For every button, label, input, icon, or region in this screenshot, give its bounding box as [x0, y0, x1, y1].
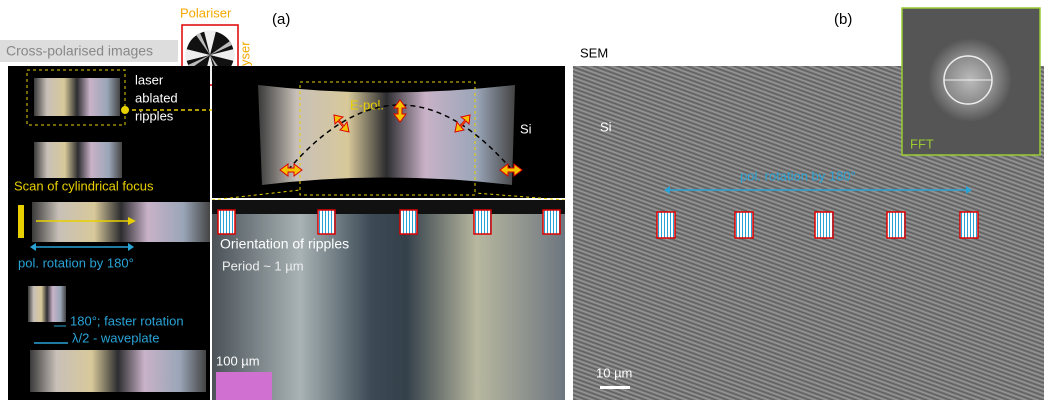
annotation: pol. rotation by 180° — [740, 168, 856, 183]
sample-image — [28, 286, 66, 322]
sample-image — [30, 350, 206, 392]
sample-image — [34, 142, 122, 178]
annotation: 180°; faster rotation — [70, 313, 184, 328]
sem-label: SEM — [580, 45, 608, 60]
fft-label: FFT — [910, 136, 934, 151]
annotation: laser — [135, 72, 164, 87]
annotation: Scan of cylindrical focus — [14, 178, 154, 193]
annotation: λ/2 - waveplate — [72, 330, 159, 345]
figure: (a) (b) Cross-polarised images Polariser… — [0, 0, 1044, 400]
sample-image — [34, 78, 120, 116]
annotation: ablated — [135, 90, 178, 105]
cross-polarised-label: Cross-polarised images — [6, 43, 153, 59]
panel-label: (a) — [272, 11, 290, 28]
annotation: Orientation of ripples — [220, 236, 349, 252]
polariser-label: Polariser — [180, 5, 232, 20]
panel-label: (b) — [834, 11, 852, 28]
zoom-image — [212, 200, 565, 400]
annotation: Period ~ 1 µm — [222, 258, 304, 273]
scale-ruler — [216, 372, 272, 400]
scale-bar — [600, 386, 630, 389]
si-label: Si — [520, 121, 532, 136]
scale-label: 10 µm — [596, 365, 632, 380]
zoom-edge — [212, 200, 565, 214]
scale-label: 100 µm — [216, 353, 260, 368]
sample-image — [32, 202, 210, 242]
si-label: Si — [600, 119, 612, 134]
annotation: pol. rotation by 180° — [18, 255, 134, 270]
focus-bar — [18, 205, 24, 238]
